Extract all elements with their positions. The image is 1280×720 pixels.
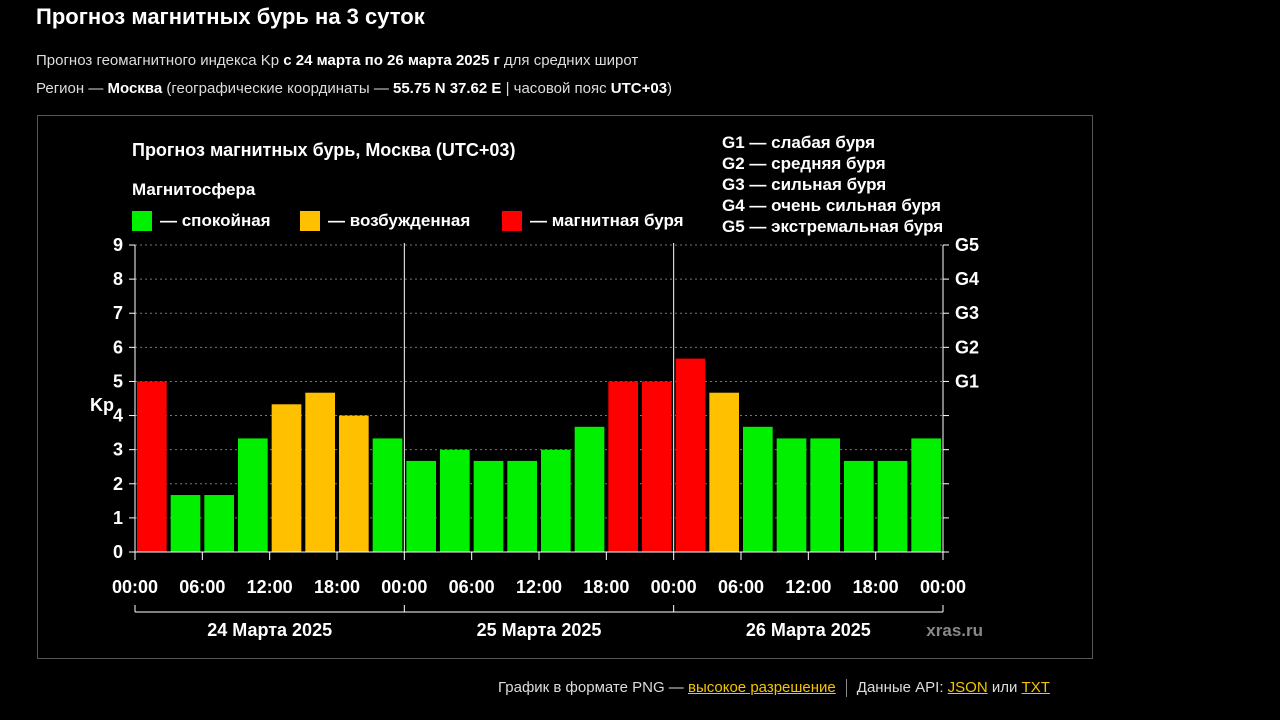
kp-bar	[507, 460, 537, 552]
g-legend-item-3: G4 — очень сильная буря	[722, 196, 941, 215]
kp-bar	[675, 358, 706, 552]
region-close: )	[667, 80, 673, 97]
kp-bar	[170, 495, 201, 552]
kp-bar	[608, 381, 638, 552]
footer-text: График в формате PNG —	[498, 679, 688, 696]
hires-link[interactable]: высокое разрешение	[687, 679, 836, 696]
kp-bar	[776, 438, 807, 552]
day-label: 26 Марта 2025	[746, 620, 871, 640]
y-tick-label: 5	[113, 371, 123, 391]
watermark: xras.ru	[926, 621, 983, 640]
legend-swatch-1	[300, 211, 320, 231]
x-tick-label: 00:00	[381, 577, 427, 597]
region-coords: 55.75 N 37.62 E	[393, 80, 502, 97]
g-level-label: G1	[955, 371, 979, 391]
g-legend-item-1: G2 — средняя буря	[722, 154, 886, 173]
g-legend-item-0: G1 — слабая буря	[722, 133, 875, 152]
y-tick-label: 9	[113, 235, 123, 255]
g-level-label: G3	[955, 303, 979, 323]
footer: График в формате PNG — высокое разрешени…	[498, 679, 1050, 698]
footer-separator	[845, 679, 847, 698]
x-tick-label: 18:00	[314, 577, 360, 597]
legend-label-0: — спокойная	[160, 211, 271, 230]
x-tick-label: 06:00	[718, 577, 764, 597]
json-link[interactable]: JSON	[947, 679, 988, 696]
legend-title: Магнитосфера	[132, 180, 256, 199]
y-tick-label: 6	[113, 337, 123, 357]
x-tick-label: 12:00	[516, 577, 562, 597]
tz-label: | часовой пояс	[501, 80, 611, 97]
kp-bar	[204, 495, 234, 552]
region-line: Регион — Москва (географические координа…	[36, 80, 672, 97]
kp-bar	[877, 460, 908, 552]
y-tick-label: 2	[113, 474, 123, 494]
day-label: 24 Марта 2025	[207, 620, 332, 640]
region-tz: UTC+03	[610, 80, 668, 97]
x-tick-label: 06:00	[449, 577, 495, 597]
g-legend-item-4: G5 — экстремальная буря	[722, 217, 943, 236]
y-axis-title: Kp	[90, 395, 114, 415]
subtitle-prefix: Прогноз геомагнитного индекса Kp	[36, 52, 284, 69]
day-label: 25 Марта 2025	[477, 620, 602, 640]
or-text: или	[987, 679, 1022, 696]
x-tick-label: 12:00	[247, 577, 293, 597]
x-tick-label: 06:00	[179, 577, 225, 597]
kp-bar	[911, 438, 941, 552]
y-tick-label: 4	[113, 406, 123, 426]
g-level-label: G4	[955, 269, 979, 289]
y-tick-label: 7	[113, 303, 123, 323]
kp-bar	[709, 392, 739, 552]
x-tick-label: 18:00	[583, 577, 629, 597]
kp-bar	[137, 381, 167, 552]
x-tick-label: 00:00	[651, 577, 697, 597]
kp-bar	[473, 460, 504, 552]
g-legend-item-2: G3 — сильная буря	[722, 175, 886, 194]
kp-bar	[574, 426, 605, 552]
kp-bar	[642, 381, 672, 552]
subtitle-range: с 24 марта по 26 марта 2025 г	[283, 52, 500, 69]
kp-bar	[372, 438, 403, 552]
kp-bar	[541, 449, 571, 552]
kp-bar	[305, 392, 335, 552]
kp-bar	[440, 449, 470, 552]
g-level-label: G5	[955, 235, 979, 255]
y-tick-label: 1	[113, 508, 123, 528]
g-level-label: G2	[955, 337, 979, 357]
kp-bar	[238, 438, 268, 552]
x-tick-label: 00:00	[920, 577, 966, 597]
txt-link[interactable]: TXT	[1021, 679, 1050, 696]
subtitle-suffix: для средних широт	[499, 52, 639, 69]
forecast-subtitle: Прогноз геомагнитного индекса Kp с 24 ма…	[36, 52, 638, 69]
chart-frame: Прогноз магнитных бурь, Москва (UTC+03) М…	[37, 115, 1093, 659]
region-label: Регион —	[36, 80, 108, 97]
coords-label: (географические координаты —	[162, 80, 393, 97]
kp-bar	[743, 426, 773, 552]
legend-label-1: — возбужденная	[328, 211, 470, 230]
region-city: Москва	[107, 80, 163, 97]
legend-label-2: — магнитная буря	[530, 211, 684, 230]
y-tick-label: 0	[113, 542, 123, 562]
legend-swatch-0	[132, 211, 152, 231]
chart-title: Прогноз магнитных бурь, Москва (UTC+03)	[132, 140, 515, 160]
kp-bar	[810, 438, 840, 552]
y-tick-label: 3	[113, 440, 123, 460]
kp-bar	[406, 460, 436, 552]
x-tick-label: 12:00	[785, 577, 831, 597]
legend-swatch-2	[502, 211, 522, 231]
kp-bar	[339, 415, 369, 552]
api-label: Данные API:	[856, 679, 948, 696]
kp-bar	[271, 404, 302, 552]
kp-chart: Прогноз магнитных бурь, Москва (UTC+03) М…	[90, 133, 983, 640]
kp-bar	[844, 460, 874, 552]
page-title: Прогноз магнитных бурь на 3 суток	[36, 4, 425, 29]
x-tick-label: 18:00	[853, 577, 899, 597]
y-tick-label: 8	[113, 269, 123, 289]
x-tick-label: 00:00	[112, 577, 158, 597]
